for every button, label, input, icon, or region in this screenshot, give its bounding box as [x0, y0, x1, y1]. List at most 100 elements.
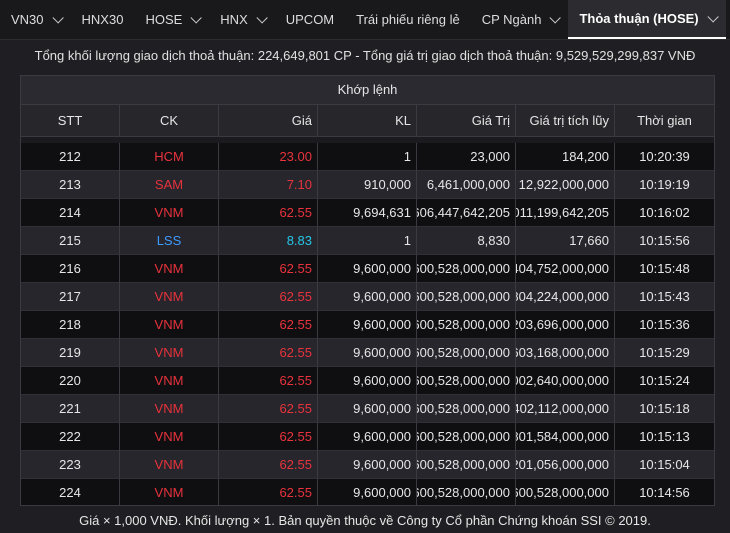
cell-text: 600,528,000,000 [417, 485, 510, 500]
table-row: 218 VNM 62.55 9,600,000 600,528,000,000 4,203… [21, 311, 714, 339]
table-cell: 10:15:43 [615, 283, 714, 311]
footer: Giá × 1,000 VNĐ. Khối lượng × 1. Bản quy… [79, 513, 651, 528]
table-row: 224 VNM 62.55 9,600,000 600,528,000,000 600,5… [21, 479, 714, 505]
cell-text: 10:15:43 [639, 289, 690, 304]
cell-text: 12,922,000,000 [518, 177, 609, 192]
table-cell: 10:15:13 [615, 423, 714, 451]
header-text: Giá trị tích lũy [529, 113, 609, 128]
cell-text: 4,804,224,000,000 [516, 289, 609, 304]
cell-text: 9,600,000 [353, 289, 411, 304]
cell-text: 217 [59, 289, 81, 304]
cell-text: 1,201,056,000,000 [516, 457, 609, 472]
cell-text: 224 [59, 485, 81, 500]
cell-text: 10:15:13 [639, 429, 690, 444]
nav-tab[interactable]: HNX [209, 0, 274, 39]
cell-text: 600,528,000,000 [516, 485, 609, 500]
group-title: Khớp lệnh [21, 76, 714, 105]
summary: Tổng khối lượng giao dịch thoả thuận: 22… [34, 48, 696, 63]
table-cell: SAM [120, 171, 219, 199]
table-cell: 9,600,000 [318, 311, 417, 339]
table-cell: 4,804,224,000,000 [516, 283, 615, 311]
cell-text: 213 [59, 177, 81, 192]
table-cell: 9,600,000 [318, 367, 417, 395]
table-cell: VNM [120, 367, 219, 395]
table: Khớp lệnh STT CK Giá KL Giá Trị Giá trị tích … [20, 75, 715, 506]
table-cell: 222 [21, 423, 120, 451]
table-cell: 62.55 [219, 367, 318, 395]
nav-tab[interactable]: Thỏa thuận (HOSE) [568, 0, 726, 39]
cell-text: 62.55 [279, 205, 312, 220]
header-text: Giá [291, 113, 312, 128]
cell-text: 9,600,000 [353, 345, 411, 360]
cell-text: 10:15:56 [639, 233, 690, 248]
cell-text: 600,528,000,000 [417, 429, 510, 444]
nav-tab[interactable]: UPCOM [275, 0, 345, 39]
cell-text: 62.55 [279, 373, 312, 388]
cell-text: 4,203,696,000,000 [516, 317, 609, 332]
nav-tab[interactable]: HNX30 [71, 0, 135, 39]
table-cell: 606,447,642,205 [417, 199, 516, 227]
cell-text: VNM [154, 205, 184, 220]
table-cell: LSS [120, 227, 219, 255]
cell-text: VNM [154, 401, 184, 416]
cell-text: 2,402,112,000,000 [516, 401, 609, 416]
tab-label: HOSE [145, 12, 183, 27]
cell-text: 9,600,000 [353, 373, 411, 388]
nav-tab[interactable]: VN30 [0, 0, 71, 39]
table-cell: 10:15:48 [615, 255, 714, 283]
cell-text: 62.55 [279, 485, 312, 500]
tab-label: VN30 [11, 12, 44, 27]
header-text: CK [159, 113, 179, 128]
tab-label: CP Ngành [481, 12, 542, 27]
table-cell: 10:15:18 [615, 395, 714, 423]
cell-text: 10:16:02 [639, 205, 690, 220]
table-cell: 600,528,000,000 [417, 423, 516, 451]
nav-tab[interactable]: CP Ngành [471, 0, 569, 39]
table-row: 214 VNM 62.55 9,694,631 606,447,642,205 6,011… [21, 199, 714, 227]
cell-text: 600,528,000,000 [417, 289, 510, 304]
header-text: KL [395, 113, 411, 128]
table-cell: HCM [120, 143, 219, 171]
table-cell: 600,528,000,000 [417, 311, 516, 339]
nav-tab[interactable]: Phái sinh [726, 0, 730, 39]
chevron-icon [707, 10, 719, 23]
cell-text: 9,600,000 [353, 261, 411, 276]
nav-bar: VN30 HNX30 HOSE HNX UPCOM Trái phiếu riêng lẻ… [0, 0, 730, 40]
tab-label: HNX30 [81, 12, 124, 27]
table-cell: 5,404,752,000,000 [516, 255, 615, 283]
table-cell: 8,830 [417, 227, 516, 255]
cell-text: 6,011,199,642,205 [516, 205, 609, 220]
cell-text: SAM [154, 177, 184, 192]
header-text: STT [57, 113, 83, 128]
nav-tab[interactable]: HOSE [134, 0, 209, 39]
table-cell: 9,600,000 [318, 395, 417, 423]
table-cell: VNM [120, 339, 219, 367]
table-row: 216 VNM 62.55 9,600,000 600,528,000,000 5,404… [21, 255, 714, 283]
table-cell: 4,203,696,000,000 [516, 311, 615, 339]
table-cell: 10:16:02 [615, 199, 714, 227]
table-cell: 217 [21, 283, 120, 311]
cell-text: 62.55 [279, 289, 312, 304]
cell-text: 600,528,000,000 [417, 457, 510, 472]
cell-text: 7.10 [286, 177, 312, 192]
nav-tab[interactable]: Trái phiếu riêng lẻ [345, 0, 471, 39]
cell-text: 62.55 [279, 261, 312, 276]
table-cell: 9,694,631 [318, 199, 417, 227]
cell-text: 10:15:24 [639, 373, 690, 388]
cell-text: 600,528,000,000 [417, 345, 510, 360]
cell-text: 8.83 [286, 233, 312, 248]
table-cell: 600,528,000,000 [417, 367, 516, 395]
cell-text: VNM [154, 317, 184, 332]
chevron-icon [549, 11, 562, 24]
table-cell: 10:19:19 [615, 171, 714, 199]
table-cell: 9,600,000 [318, 283, 417, 311]
table-cell: 3,603,168,000,000 [516, 339, 615, 367]
cell-text: 10:15:29 [639, 345, 690, 360]
cell-text: 220 [59, 373, 81, 388]
table-cell: 10:14:56 [615, 479, 714, 505]
table-cell: 9,600,000 [318, 451, 417, 479]
cell-text: 184,200 [562, 149, 609, 164]
header-text: Thời gian [637, 113, 692, 128]
cell-text: 606,447,642,205 [417, 205, 510, 220]
